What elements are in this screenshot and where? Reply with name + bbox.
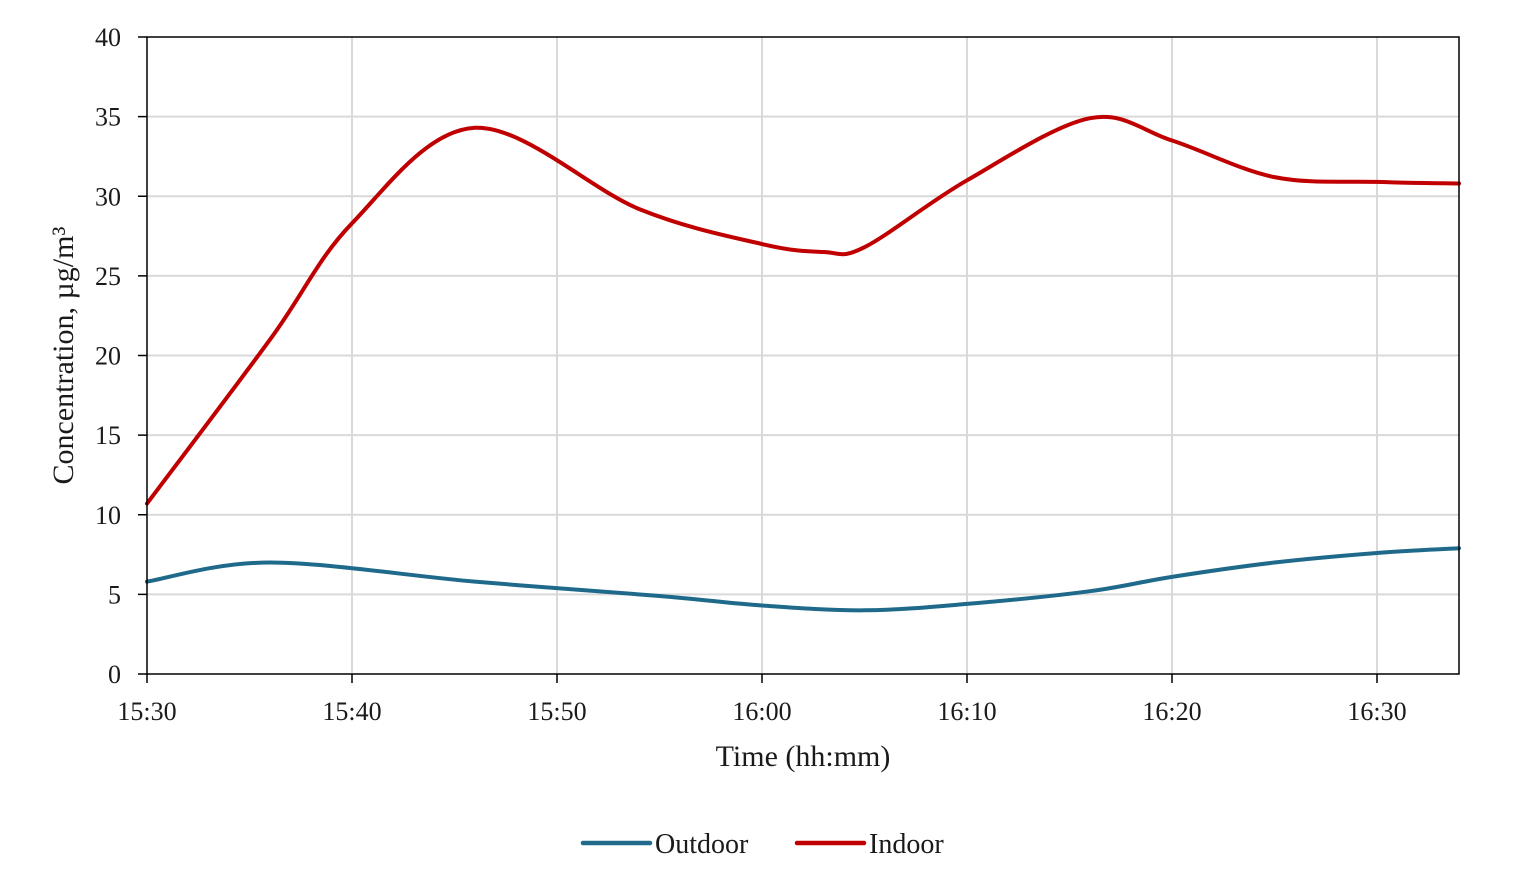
x-tick-label: 16:10 <box>937 697 996 726</box>
y-tick-labels: 0 5 10 15 20 25 30 35 40 <box>95 23 121 689</box>
series-lines <box>145 114 1461 613</box>
axes <box>138 36 1460 683</box>
y-tick-label: 35 <box>95 103 121 132</box>
y-tick-label: 0 <box>108 660 121 689</box>
x-axis-title: Time (hh:mm) <box>716 740 891 773</box>
plot-frame <box>146 36 1460 675</box>
y-tick-label: 20 <box>95 342 121 371</box>
legend: Outdoor Indoor <box>580 829 944 860</box>
series-line-outdoor <box>145 546 1461 613</box>
x-tick-label: 16:20 <box>1142 697 1201 726</box>
x-tick-label: 16:30 <box>1347 697 1406 726</box>
y-tick-label: 25 <box>95 262 121 291</box>
y-tick-label: 5 <box>108 580 121 609</box>
y-tick-label: 40 <box>95 23 121 52</box>
series-line-indoor <box>145 114 1461 506</box>
x-tick-label: 15:30 <box>117 697 176 726</box>
x-tick-label: 15:40 <box>322 697 381 726</box>
x-tick-label: 15:50 <box>527 697 586 726</box>
x-tick-labels: 15:30 15:40 15:50 16:00 16:10 16:20 16:30 <box>117 697 1406 726</box>
y-axis-title: Concentration, µg/m³ <box>47 227 80 485</box>
x-tick-label: 16:00 <box>732 697 791 726</box>
legend-label-indoor: Indoor <box>869 829 944 860</box>
y-tick-label: 10 <box>95 501 121 530</box>
grid-lines <box>147 37 1459 674</box>
y-tick-label: 15 <box>95 421 121 450</box>
legend-label-outdoor: Outdoor <box>655 829 749 860</box>
y-tick-label: 30 <box>95 182 121 211</box>
